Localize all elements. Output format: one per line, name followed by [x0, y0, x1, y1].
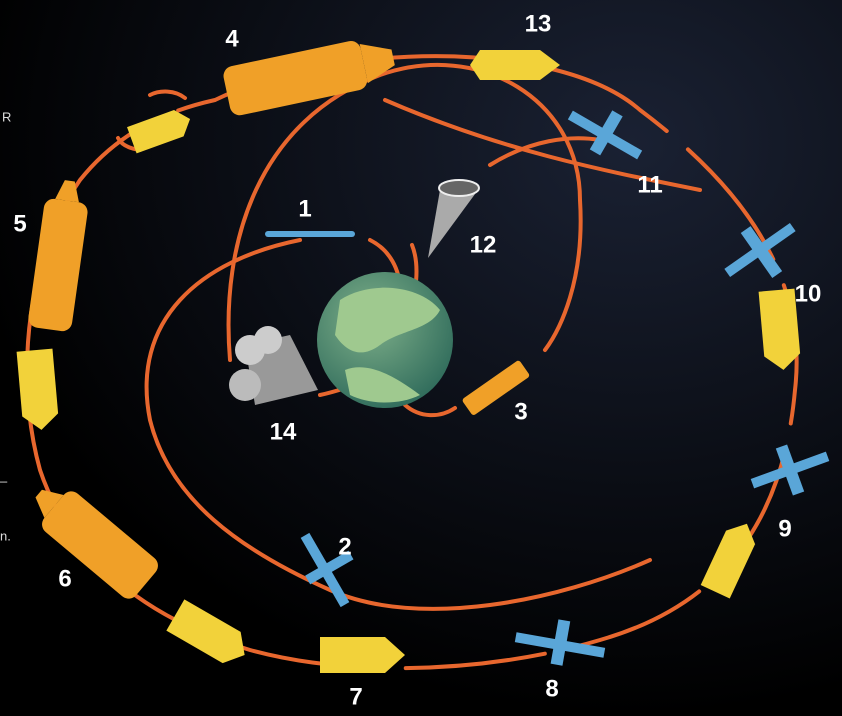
label: 7	[349, 683, 362, 710]
diagram: 1 2 3 4 5 6 7 8 9 10 11 12 13 14 R – n.	[0, 0, 842, 716]
label: 5	[13, 210, 26, 237]
edge-fragment: R	[2, 109, 11, 124]
label: 6	[58, 565, 71, 592]
label: 1	[298, 195, 311, 222]
label: 10	[795, 280, 822, 307]
label: 2	[338, 533, 351, 560]
label: 11	[637, 171, 662, 198]
label: 4	[225, 25, 239, 52]
label: 14	[270, 418, 297, 445]
label: 13	[525, 10, 552, 37]
edge-fragment: –	[0, 473, 8, 488]
label: 12	[470, 231, 497, 258]
label: 3	[514, 398, 527, 425]
edge-fragment: n.	[0, 528, 11, 543]
label: 9	[778, 515, 791, 542]
page: {"labels": ["1", "2", "3", "4", "5", "6"…	[0, 0, 842, 716]
label: 8	[545, 675, 558, 702]
earth	[317, 272, 453, 408]
